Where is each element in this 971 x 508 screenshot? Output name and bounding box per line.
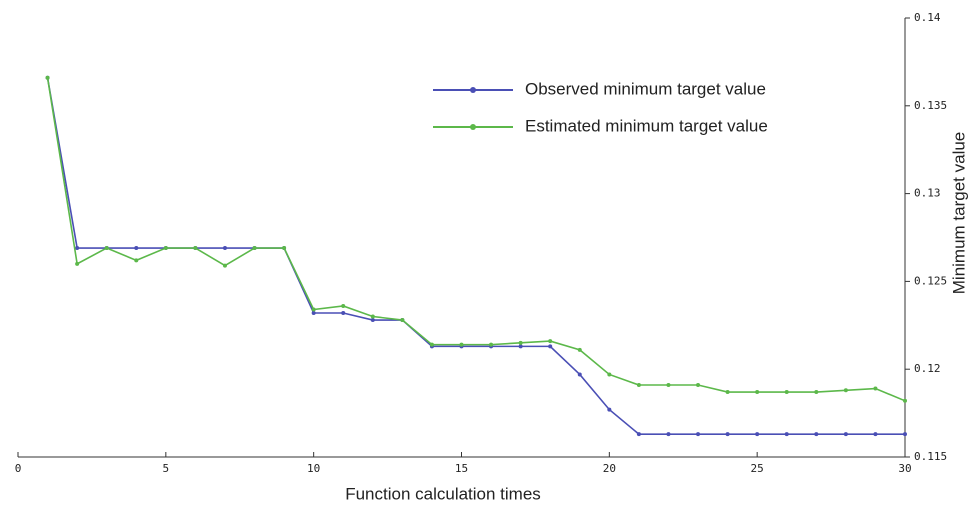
point [104, 246, 109, 251]
point [370, 314, 375, 319]
point [725, 432, 730, 437]
x-tick-label: 5 [163, 462, 170, 475]
point [666, 432, 671, 437]
x-axis-label: Function calculation times [345, 484, 541, 503]
series-line [46, 77, 905, 435]
point [903, 432, 907, 437]
y-axis-label: Minimum target value [949, 132, 968, 295]
y-tick-label: 0.135 [914, 99, 947, 112]
point [222, 263, 227, 268]
point [903, 398, 907, 403]
x-tick-label: 30 [898, 462, 911, 475]
point [400, 318, 405, 323]
point [75, 246, 80, 251]
point [134, 246, 139, 251]
point [282, 246, 287, 251]
point [311, 307, 316, 312]
point [784, 432, 789, 437]
point [222, 246, 227, 251]
point [636, 383, 641, 388]
point [873, 432, 878, 437]
y-tick-label: 0.13 [914, 187, 941, 200]
point [636, 432, 641, 437]
x-tick-label: 10 [307, 462, 320, 475]
point [725, 390, 730, 395]
y-tick-label: 0.115 [914, 450, 947, 463]
y-tick-label: 0.12 [914, 362, 941, 375]
point [429, 342, 434, 347]
legend-label: Estimated minimum target value [525, 116, 768, 135]
point [370, 318, 375, 323]
point [548, 344, 553, 349]
point [666, 383, 671, 388]
point [134, 258, 139, 263]
point [784, 390, 789, 395]
point [696, 432, 701, 437]
legend-label: Observed minimum target value [525, 79, 766, 98]
point [607, 407, 612, 412]
series-line [46, 77, 906, 402]
point [518, 344, 523, 349]
point [607, 372, 612, 377]
point [459, 342, 464, 347]
point [489, 342, 494, 347]
point [341, 311, 346, 316]
legend-marker [470, 87, 476, 93]
point [873, 386, 878, 391]
x-tick-label: 0 [15, 462, 22, 475]
point [577, 347, 582, 352]
point [45, 75, 50, 80]
point [755, 432, 760, 437]
point [518, 340, 523, 345]
x-tick-label: 15 [455, 462, 468, 475]
point [814, 390, 819, 395]
point [252, 246, 257, 251]
y-tick-label: 0.14 [914, 11, 941, 24]
point [163, 246, 168, 251]
x-tick-label: 20 [603, 462, 616, 475]
point [843, 388, 848, 393]
point [311, 311, 316, 316]
point [193, 246, 198, 251]
y-tick-label: 0.125 [914, 274, 947, 287]
legend-marker [470, 124, 476, 130]
point [577, 372, 582, 377]
point [75, 261, 80, 266]
point [696, 383, 701, 388]
point [548, 339, 553, 344]
point [755, 390, 760, 395]
x-tick-label: 25 [751, 462, 764, 475]
point [814, 432, 819, 437]
point [341, 303, 346, 308]
point [843, 432, 848, 437]
